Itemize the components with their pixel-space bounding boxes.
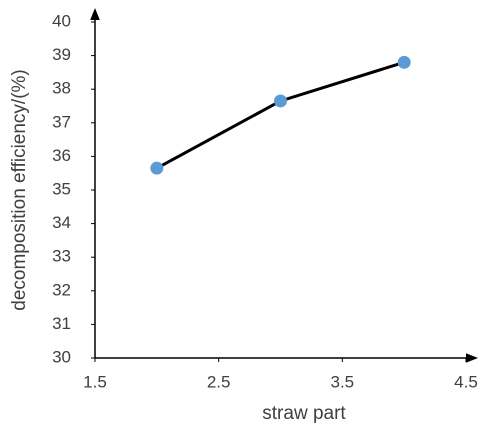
y-tick-label: 35 (52, 179, 71, 198)
y-axis-label: decomposition efficiency/(%) (9, 69, 30, 310)
marker (150, 161, 164, 175)
y-tick-label: 36 (52, 146, 71, 165)
y-tick-label: 34 (52, 213, 71, 232)
line (156, 60, 405, 170)
y-tick-label: 32 (52, 280, 71, 299)
y-tick-label: 30 (52, 347, 71, 366)
y-tick-label: 33 (52, 247, 71, 266)
y-tick-label: 31 (52, 314, 71, 333)
marker (397, 55, 411, 69)
marker (274, 94, 287, 108)
y-tick-label: 40 (52, 11, 71, 30)
y-tick-label: 37 (52, 112, 71, 131)
y-tick-label: 38 (52, 79, 71, 98)
x-tick-label: 2.5 (207, 372, 231, 391)
y-tick-label: 39 (52, 45, 71, 64)
x-tick-label: 4.5 (454, 372, 478, 391)
x-tick-label: 1.5 (83, 372, 107, 391)
x-tick-label: 3.5 (331, 372, 355, 391)
x-axis-label: straw part (262, 403, 346, 424)
